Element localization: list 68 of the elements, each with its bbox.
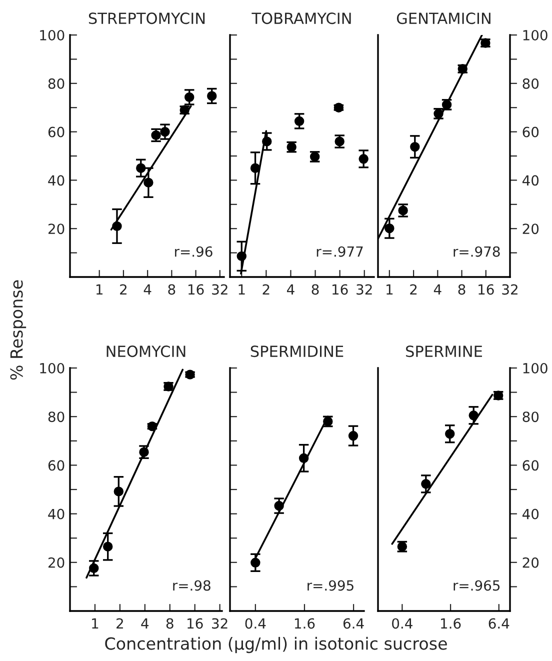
x-tick-label: 4: [434, 284, 442, 294]
y-tick-label: 60: [522, 126, 539, 138]
y-tick-label: 100: [40, 30, 64, 40]
x-tick-label: 2: [116, 618, 123, 628]
x-tick-label: 8: [458, 284, 466, 295]
x-tick-label: 1: [92, 618, 98, 628]
y-tick-label: 40: [48, 508, 64, 520]
point: [250, 558, 260, 568]
chart-title: NEOMYCIN: [106, 346, 186, 358]
y-tick-label: 20: [48, 557, 64, 568]
y-tick-label: 80: [522, 78, 539, 89]
x-tick-label: 0.4: [245, 618, 266, 629]
y-tick-label: 60: [48, 126, 64, 138]
x-tick-label: 32: [356, 284, 372, 295]
x-tick-label: 32: [212, 284, 228, 295]
x-tick-label: 1.6: [441, 618, 461, 629]
annotation: r=.965: [454, 580, 500, 591]
x-tick-label: 2: [120, 284, 126, 294]
y-tick-label: 20: [522, 557, 539, 568]
y-tick-label: 60: [48, 460, 64, 471]
x-tick-label: 16: [188, 284, 204, 295]
annotation: r=.995: [308, 580, 354, 591]
x-tick-label: 1.6: [294, 618, 315, 629]
annotation: r=.96: [175, 246, 212, 257]
y-tick-label: 80: [48, 78, 64, 89]
x-tick-label: 4: [141, 618, 149, 628]
x-axis-title: Concentration (μg/ml) in isotonic sucrose: [105, 636, 447, 654]
x-tick-label: 1: [386, 284, 393, 294]
x-tick-label: 16: [188, 618, 203, 629]
x-tick-label: 2: [262, 284, 270, 294]
x-tick-label: 6.4: [343, 618, 364, 629]
x-tick-label: 16: [478, 284, 494, 295]
y-axis-title: % Response: [10, 280, 26, 380]
point: [445, 428, 455, 439]
x-tick-label: 1: [238, 284, 245, 294]
x-tick-label: 16: [332, 284, 348, 295]
y-tick-label: 80: [48, 412, 64, 422]
annotation: r=.977: [316, 246, 363, 257]
x-tick-label: 32: [502, 284, 518, 295]
chart-title: STREPTOMYCIN: [88, 12, 205, 24]
chart-title: TOBRAMYCIN: [252, 12, 351, 24]
y-tick-label: 40: [522, 175, 539, 186]
annotation: r=.978: [454, 246, 500, 257]
x-tick-label: 0.4: [392, 618, 412, 629]
y-tick-label: 40: [522, 508, 539, 520]
x-tick-label: 4: [144, 284, 152, 294]
y-tick-label: 80: [522, 412, 539, 422]
chart-title: SPERMINE: [406, 346, 482, 358]
y-tick-label: 20: [48, 224, 64, 234]
x-tick-label: 8: [312, 284, 319, 295]
x-tick-label: 6.4: [488, 618, 510, 629]
x-tick-label: 2: [410, 284, 417, 294]
x-tick-label: 1: [96, 284, 102, 294]
y-tick-label: 100: [523, 30, 548, 40]
y-tick-label: 40: [48, 175, 64, 186]
y-tick-label: 100: [523, 362, 548, 374]
annotation: r=.98: [173, 580, 210, 591]
x-tick-label: 32: [212, 618, 228, 629]
chart-title: GENTAMICIN: [396, 12, 490, 24]
y-tick-label: 60: [522, 460, 539, 471]
y-tick-label: 20: [522, 224, 539, 234]
point: [421, 479, 431, 489]
point: [348, 430, 358, 441]
x-tick-label: 8: [166, 618, 174, 629]
chart-title: SPERMIDINE: [250, 346, 344, 358]
x-tick-label: 4: [286, 284, 294, 294]
y-tick-label: 100: [40, 362, 64, 374]
x-tick-label: 8: [168, 284, 176, 295]
